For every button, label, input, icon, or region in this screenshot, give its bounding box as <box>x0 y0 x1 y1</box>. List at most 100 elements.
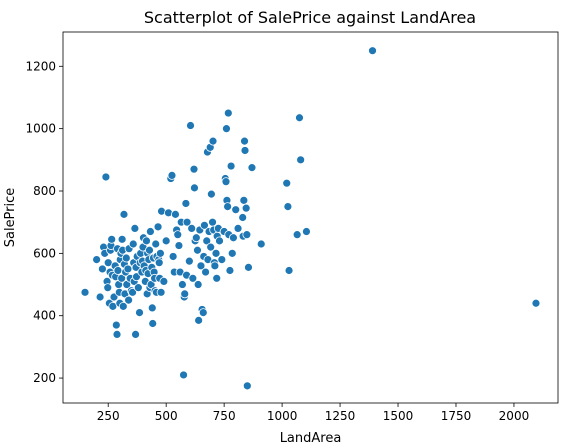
data-point <box>256 239 266 249</box>
data-point <box>295 113 304 123</box>
data-point <box>118 301 128 311</box>
data-point <box>128 239 138 249</box>
data-point <box>202 236 212 246</box>
data-point <box>240 146 250 155</box>
data-point <box>188 273 198 283</box>
data-point <box>187 224 197 233</box>
data-point <box>196 261 206 271</box>
data-point <box>147 303 157 313</box>
data-point <box>238 213 248 222</box>
data-point <box>119 209 129 219</box>
data-point <box>201 267 210 277</box>
plot-frame <box>62 31 559 404</box>
data-point <box>117 273 127 283</box>
data-point <box>242 230 252 240</box>
data-point <box>184 256 194 266</box>
data-point <box>233 224 243 233</box>
data-point <box>198 308 208 317</box>
data-point <box>130 224 140 233</box>
y-tick-label: 800 <box>33 184 56 198</box>
data-point <box>531 298 541 308</box>
data-point <box>247 163 257 173</box>
x-tick-label: 1500 <box>383 409 414 423</box>
data-point <box>242 381 252 391</box>
data-point <box>92 255 102 264</box>
data-point <box>168 252 178 261</box>
data-point <box>173 230 183 240</box>
data-point <box>107 234 117 244</box>
data-point <box>226 161 236 171</box>
data-point <box>123 264 133 274</box>
x-tick-label: 1750 <box>441 409 472 423</box>
data-point <box>156 287 166 297</box>
data-point <box>135 308 144 317</box>
x-tick-label: 2000 <box>499 409 530 423</box>
data-point <box>296 155 306 165</box>
data-point <box>302 227 311 236</box>
data-point <box>368 46 377 56</box>
data-point <box>193 280 203 289</box>
data-point <box>189 164 199 174</box>
data-point <box>180 289 190 299</box>
y-tick-label: 600 <box>33 246 56 260</box>
data-point <box>171 209 180 219</box>
data-point <box>292 230 302 240</box>
data-point <box>282 178 292 188</box>
data-point <box>151 239 161 249</box>
data-point <box>153 222 163 232</box>
data-points <box>80 46 541 391</box>
data-point <box>124 295 134 305</box>
data-point <box>190 183 199 193</box>
data-point <box>131 330 140 339</box>
data-point <box>112 330 122 339</box>
data-point <box>101 172 111 182</box>
y-tick-label: 1200 <box>25 59 56 73</box>
data-point <box>206 189 216 199</box>
data-point <box>182 217 192 227</box>
data-point <box>155 248 165 258</box>
data-point <box>98 264 107 274</box>
x-axis-label: LandArea <box>280 431 342 446</box>
data-point <box>113 266 123 275</box>
data-point <box>179 370 188 380</box>
data-point <box>227 248 237 258</box>
data-point <box>167 171 177 180</box>
data-point <box>145 245 154 255</box>
y-tick-label: 400 <box>33 309 56 323</box>
data-point <box>221 177 231 187</box>
x-tick-label: 1250 <box>325 409 356 423</box>
data-point <box>215 236 224 246</box>
data-point <box>200 220 209 230</box>
data-point <box>194 315 204 325</box>
data-point <box>244 262 253 272</box>
y-axis-label: SalePrice <box>3 188 18 248</box>
data-point <box>223 202 233 211</box>
data-point <box>174 241 184 250</box>
data-point <box>142 236 151 246</box>
data-point <box>186 121 195 130</box>
data-point <box>212 273 222 283</box>
data-point <box>128 287 137 297</box>
data-point <box>181 199 191 208</box>
data-point <box>103 283 113 293</box>
data-point <box>239 195 249 205</box>
data-point <box>178 280 187 289</box>
data-point <box>133 283 143 293</box>
data-point <box>223 108 233 118</box>
data-point <box>210 261 220 271</box>
data-point <box>154 258 164 268</box>
chart-title: Scatterplot of SalePrice against LandAre… <box>144 8 476 27</box>
data-point <box>217 255 227 264</box>
data-point <box>117 234 127 244</box>
data-point <box>284 266 294 275</box>
data-point <box>193 245 202 255</box>
data-point <box>208 136 218 146</box>
data-point <box>231 205 241 215</box>
data-point <box>222 124 231 134</box>
data-point <box>283 202 293 211</box>
data-point <box>240 136 249 146</box>
data-point <box>225 266 235 275</box>
data-point <box>95 292 105 302</box>
data-point <box>161 236 171 246</box>
